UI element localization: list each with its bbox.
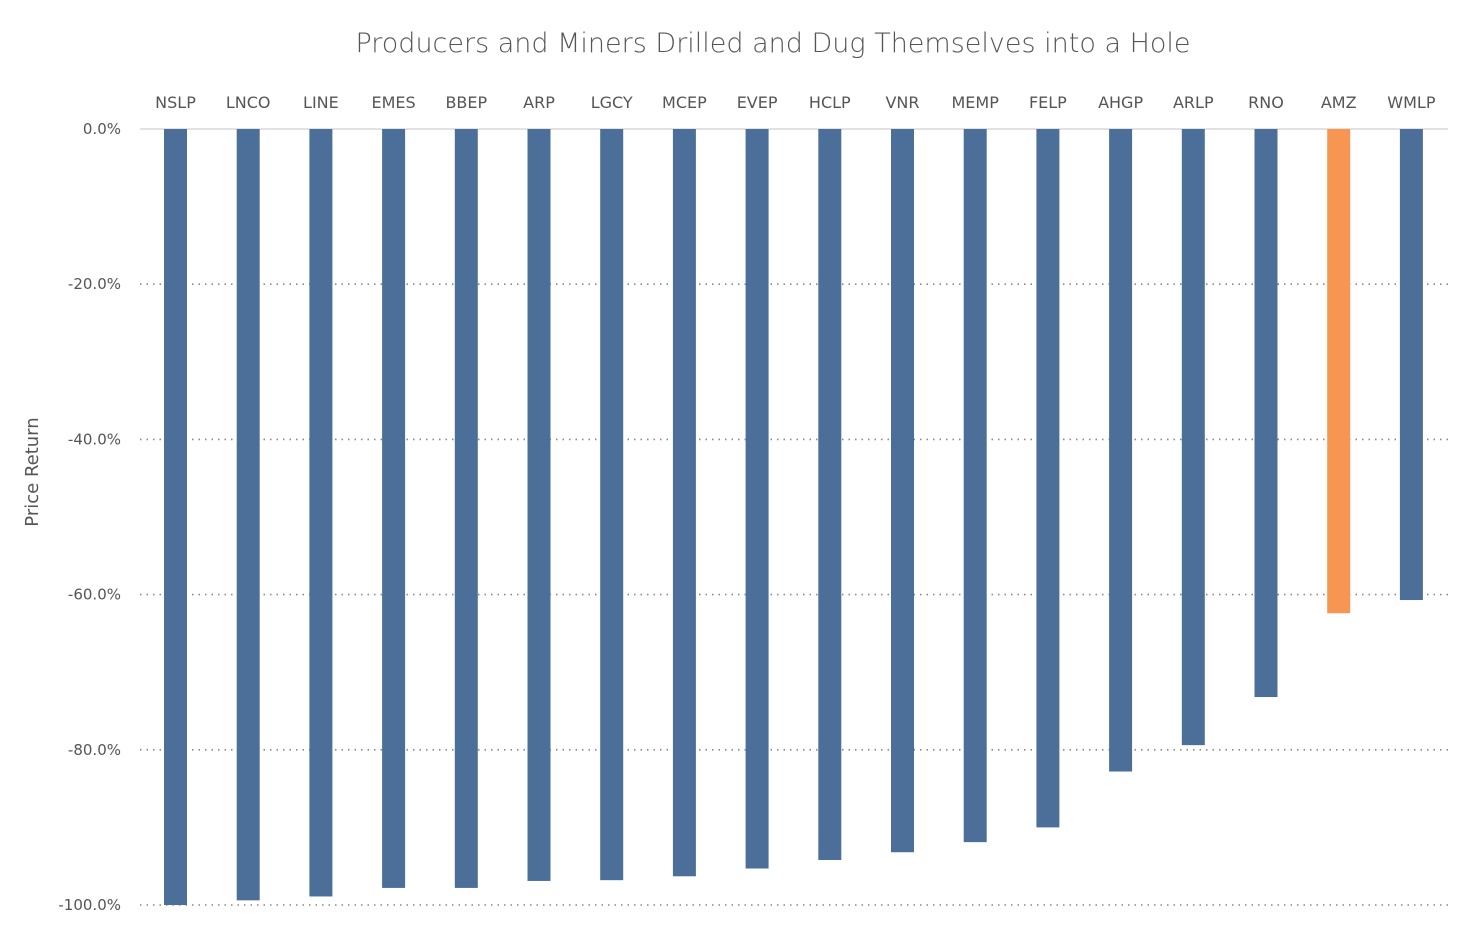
bar-lgcy: [600, 129, 624, 881]
bar-bbep: [454, 129, 478, 888]
bar-felp: [1036, 129, 1060, 828]
gridlines: [140, 128, 1448, 906]
y-axis-label: Price Return: [22, 417, 43, 526]
chart-title: Producers and Miners Drilled and Dug The…: [355, 28, 1190, 59]
bar-line: [309, 129, 333, 897]
category-label: LGCY: [591, 93, 633, 112]
bar-arp: [527, 129, 551, 881]
bar-nslp: [164, 129, 187, 905]
bar-amz: [1327, 129, 1351, 614]
bar-mcep: [672, 129, 696, 877]
y-tick-label: -40.0%: [68, 430, 121, 448]
bar-emes: [382, 129, 406, 888]
y-tick-label: -20.0%: [68, 275, 121, 293]
bar-vnr: [891, 129, 914, 853]
category-labels: NSLP LNCO LINE EMES BBEP ARP LGCY MCEP EVEP HCLP V…: [155, 93, 1436, 112]
bar-ahgp: [1109, 129, 1133, 772]
category-label: LINE: [303, 93, 339, 112]
y-tick-label: -60.0%: [68, 586, 121, 604]
category-label: AHGP: [1098, 93, 1143, 112]
category-label: NSLP: [155, 93, 196, 112]
category-label: ARLP: [1173, 93, 1214, 112]
bar-evep: [745, 129, 769, 869]
category-label: LNCO: [226, 93, 271, 112]
y-tick-label: -80.0%: [68, 741, 121, 759]
y-tick-label: -100.0%: [58, 896, 121, 914]
category-label: EVEP: [737, 93, 778, 112]
bar-wmlp: [1399, 129, 1423, 601]
category-label: HCLP: [809, 93, 851, 112]
bars: [164, 129, 1423, 905]
category-label: VNR: [885, 93, 919, 112]
y-tick-label: 0.0%: [83, 120, 121, 138]
category-label: EMES: [372, 93, 416, 112]
category-label: AMZ: [1321, 93, 1357, 112]
category-label: BBEP: [445, 93, 487, 112]
bar-arlp: [1181, 129, 1205, 746]
category-label: WMLP: [1387, 93, 1436, 112]
category-label: RNO: [1248, 93, 1284, 112]
category-label: MEMP: [952, 93, 1000, 112]
category-label: MCEP: [662, 93, 707, 112]
bar-hclp: [818, 129, 842, 860]
bar-lnco: [236, 129, 260, 901]
category-label: ARP: [523, 93, 555, 112]
category-label: FELP: [1029, 93, 1067, 112]
bar-rno: [1254, 129, 1278, 698]
y-tick-labels: 0.0% -20.0% -40.0% -60.0% -80.0% -100.0%: [58, 120, 121, 914]
bar-memp: [963, 129, 987, 843]
